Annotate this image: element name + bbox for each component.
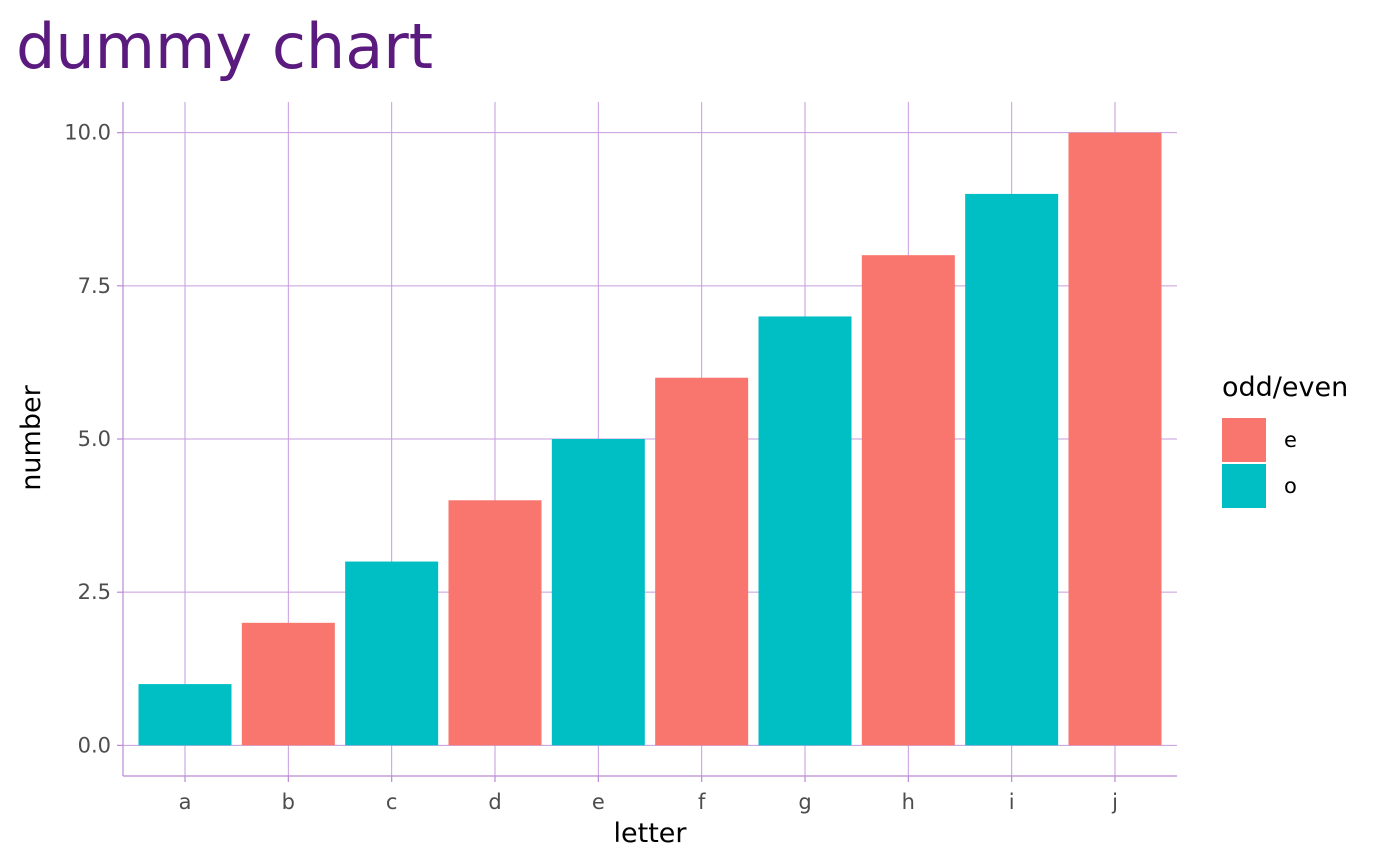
- legend: odd/even eo: [1222, 372, 1348, 508]
- bar-d: [448, 500, 542, 746]
- x-tick-label: e: [592, 790, 605, 814]
- bar-e: [551, 439, 645, 746]
- axes: 0.0 2.5 5.0 7.5 10.0 a b c d e f g h i j: [64, 102, 1177, 814]
- y-tick-label: 2.5: [78, 580, 111, 604]
- y-tick-label: 0.0: [78, 733, 111, 757]
- x-tick-label: h: [902, 790, 915, 814]
- bar-j: [1068, 132, 1162, 746]
- bar-i: [965, 193, 1059, 746]
- legend-swatch-e: [1222, 418, 1266, 462]
- bar-f: [655, 377, 749, 746]
- x-tick-label: j: [1111, 790, 1118, 814]
- bar-c: [345, 561, 439, 746]
- x-axis-title: letter: [614, 818, 688, 849]
- x-tick-label: d: [488, 790, 501, 814]
- legend-label-o: o: [1284, 474, 1297, 498]
- x-tick-label: g: [798, 790, 811, 814]
- x-tick-label: a: [179, 790, 192, 814]
- x-tick-label: i: [1009, 790, 1015, 814]
- x-tick-label: c: [386, 790, 398, 814]
- y-tick-label: 7.5: [78, 274, 111, 298]
- legend-title: odd/even: [1222, 372, 1348, 403]
- y-tick-label: 10.0: [64, 121, 111, 145]
- x-tick-label: b: [282, 790, 295, 814]
- legend-entries: eo: [1222, 418, 1297, 508]
- bar-b: [241, 622, 335, 746]
- y-tick-label: 5.0: [78, 427, 111, 451]
- legend-swatch-o: [1222, 464, 1266, 508]
- bar-a: [138, 684, 232, 746]
- x-tick-label: f: [698, 790, 706, 814]
- bar-g: [758, 316, 852, 746]
- bar-h: [861, 255, 955, 746]
- chart-title: dummy chart: [16, 10, 433, 83]
- legend-label-e: e: [1284, 428, 1297, 452]
- y-axis-title: number: [16, 384, 47, 490]
- bars: [138, 132, 1162, 746]
